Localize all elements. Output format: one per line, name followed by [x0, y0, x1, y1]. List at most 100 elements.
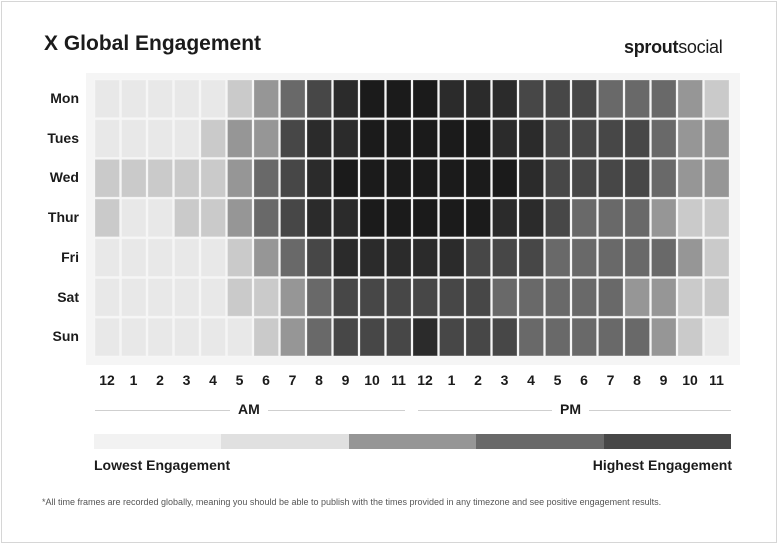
heatmap-cell [253, 119, 279, 158]
heatmap-cell [147, 238, 173, 278]
heatmap-cell [306, 278, 332, 317]
hour-tick-label: 9 [341, 372, 350, 388]
heatmap-cell [359, 238, 385, 278]
heatmap-cell [571, 198, 597, 238]
heatmap-cell [94, 79, 120, 119]
heatmap-cell [624, 158, 650, 198]
hour-tick-label: 12 [99, 372, 115, 388]
heatmap-cell [94, 278, 120, 317]
heatmap-cell [333, 79, 359, 119]
heatmap-cell [121, 119, 147, 158]
heatmap-cell [174, 119, 200, 158]
legend-low-label: Lowest Engagement [94, 457, 231, 473]
heatmap-cell [704, 278, 730, 317]
heatmap-cell [386, 79, 412, 119]
heatmap-cell [121, 198, 147, 238]
engagement-legend [94, 434, 732, 449]
heatmap-cell [492, 119, 518, 158]
hour-tick-label: 1 [129, 372, 138, 388]
heatmap-cell [598, 238, 624, 278]
heatmap-cell [571, 119, 597, 158]
legend-swatch [603, 434, 732, 449]
hour-tick-label: 9 [659, 372, 668, 388]
heatmap-cell [518, 158, 544, 198]
heatmap-cell [598, 158, 624, 198]
heatmap-cell [227, 158, 253, 198]
heatmap-cell [492, 79, 518, 119]
heatmap-cell [386, 119, 412, 158]
heatmap-cell [200, 238, 226, 278]
heatmap-cell [545, 119, 571, 158]
heatmap-cell [677, 79, 703, 119]
hour-tick-label: 4 [209, 372, 217, 388]
heatmap-cell [94, 317, 120, 357]
heatmap-cell [200, 198, 226, 238]
heatmap-cell [147, 79, 173, 119]
heatmap-cell [333, 119, 359, 158]
heatmap-cell [253, 198, 279, 238]
heatmap-cell [94, 198, 120, 238]
hour-tick-label: 1 [447, 372, 456, 388]
heatmap-cell [174, 158, 200, 198]
heatmap-cell [359, 158, 385, 198]
heatmap-cell [465, 317, 491, 357]
heatmap-cell [280, 158, 306, 198]
am-label: AM [230, 401, 268, 417]
heatmap-cell [677, 119, 703, 158]
heatmap-cell [571, 317, 597, 357]
heatmap-cell [147, 119, 173, 158]
heatmap-cell [651, 198, 677, 238]
heatmap-cell [651, 79, 677, 119]
heatmap-cell [359, 198, 385, 238]
row-label: Sun [52, 328, 79, 345]
heatmap-cell [227, 79, 253, 119]
heatmap-cell [147, 158, 173, 198]
heatmap-cell [121, 238, 147, 278]
heatmap-cell [492, 317, 518, 357]
heatmap-cell [518, 317, 544, 357]
heatmap-cell [677, 317, 703, 357]
heatmap-cell [386, 158, 412, 198]
heatmap-cell [253, 317, 279, 357]
heatmap-cell [651, 119, 677, 158]
heatmap-cell [518, 79, 544, 119]
heatmap-cell [333, 198, 359, 238]
heatmap-cell [253, 79, 279, 119]
heatmap-cell [439, 158, 465, 198]
heatmap-cell [651, 238, 677, 278]
heatmap-cell [439, 238, 465, 278]
heatmap-cell [545, 79, 571, 119]
heatmap-cell [598, 79, 624, 119]
hour-tick-label: 10 [364, 372, 380, 388]
heatmap-cell [465, 238, 491, 278]
heatmap-cell [518, 238, 544, 278]
heatmap-cell [359, 278, 385, 317]
heatmap-cell [518, 198, 544, 238]
heatmap-cell [545, 238, 571, 278]
heatmap-cell [677, 238, 703, 278]
heatmap-cell [412, 278, 438, 317]
heatmap-cell [306, 198, 332, 238]
heatmap-cell [386, 238, 412, 278]
row-label: Fri [61, 248, 79, 265]
heatmap-cell [333, 317, 359, 357]
heatmap-cell [492, 278, 518, 317]
row-label: Tues [47, 129, 79, 146]
heatmap-cell [677, 198, 703, 238]
hour-tick-label: 2 [156, 372, 164, 388]
heatmap-cell [280, 79, 306, 119]
heatmap-cell [677, 158, 703, 198]
heatmap-cell [280, 278, 306, 317]
heatmap-cell [598, 119, 624, 158]
hour-tick-label: 3 [500, 372, 509, 388]
heatmap-cell [306, 119, 332, 158]
heatmap-cell [545, 158, 571, 198]
heatmap-cell [598, 198, 624, 238]
heatmap-cell [624, 278, 650, 317]
heatmap-cell [200, 79, 226, 119]
heatmap-cell [94, 238, 120, 278]
heatmap-cell [280, 238, 306, 278]
hour-tick-label: 12 [417, 372, 433, 388]
